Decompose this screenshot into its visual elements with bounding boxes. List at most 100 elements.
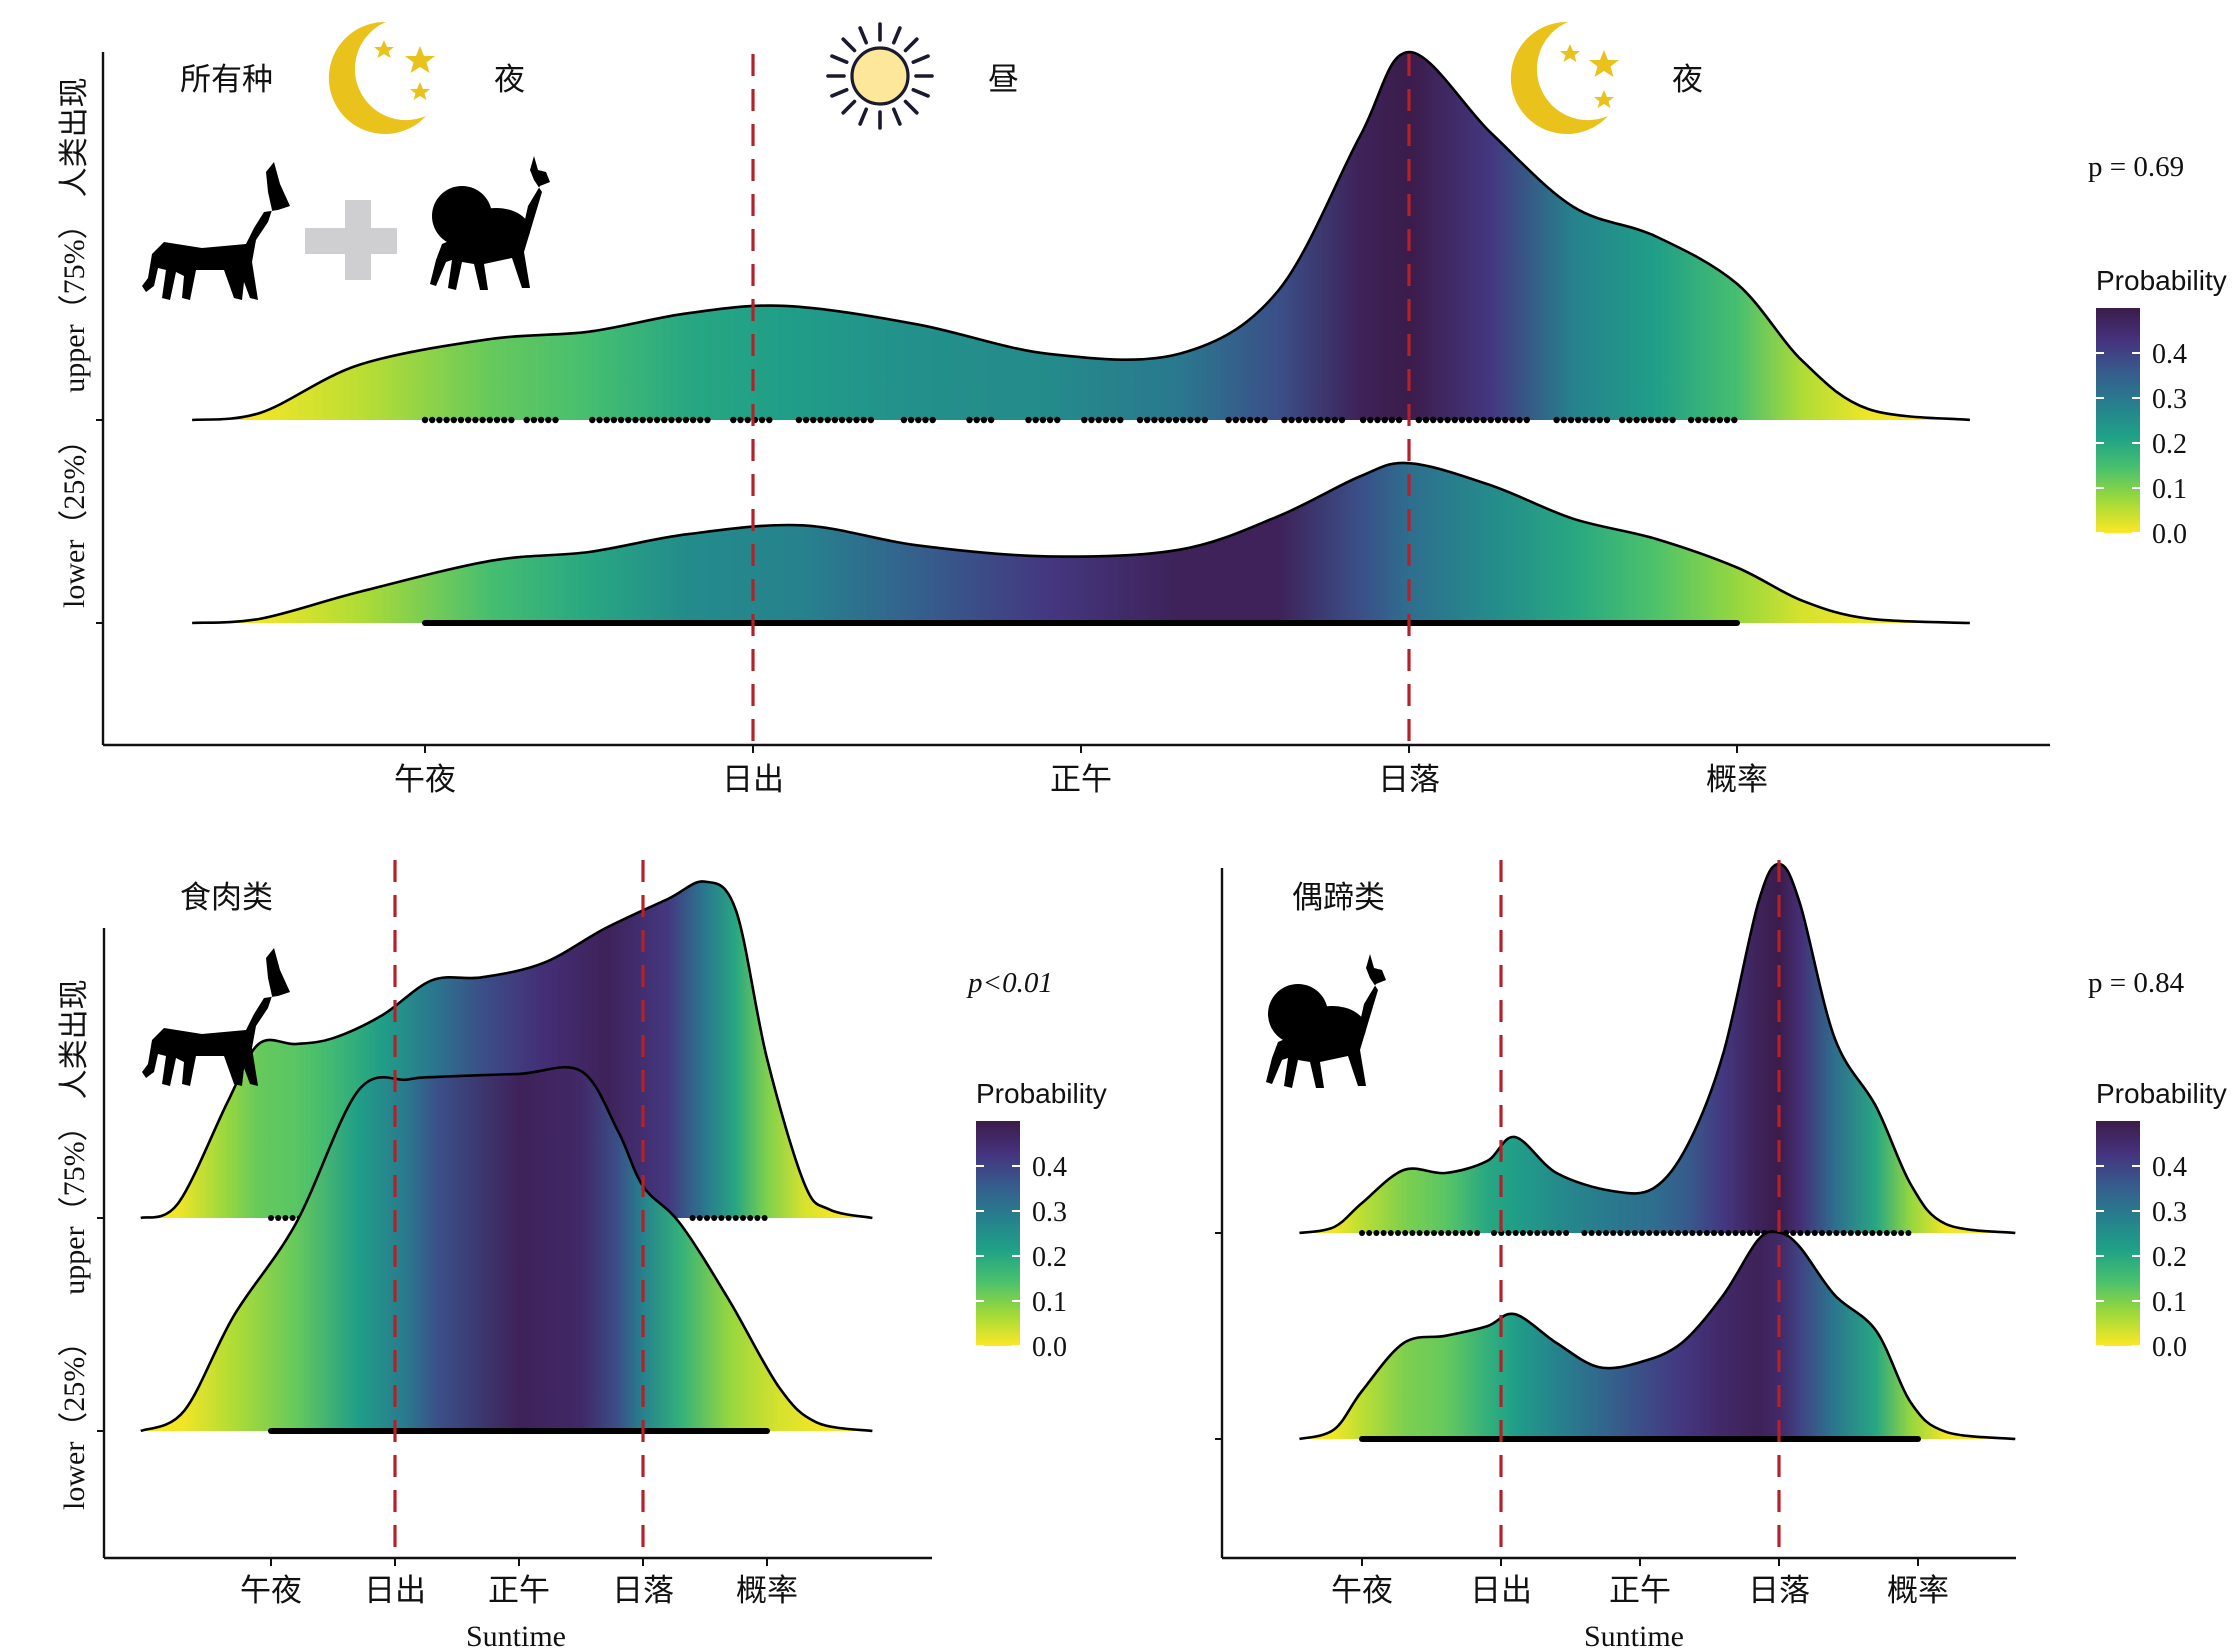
observation-dot: [1553, 416, 1560, 424]
observation-dot: [747, 1215, 754, 1221]
observation-dot: [1596, 416, 1604, 424]
observation-dot: [987, 416, 995, 424]
observation-dot: [479, 416, 486, 424]
observation-dot: [1144, 416, 1151, 424]
x-tick-label: 正午: [488, 1573, 550, 1608]
observation-dot: [758, 416, 766, 424]
observation-dot: [625, 416, 632, 424]
p-value: p = 0.69: [2088, 151, 2184, 183]
observation-dot: [1898, 1230, 1905, 1236]
observation-dot: [689, 1215, 696, 1221]
observation-dot: [443, 416, 450, 424]
moon-stars-icon: [1510, 21, 1619, 134]
ridge-outline: [140, 1065, 873, 1433]
observation-dot: [1675, 1230, 1681, 1236]
x-ticks: 午夜 日出 正午 日落 概率: [394, 745, 1768, 797]
observation-dot: [1689, 1230, 1696, 1236]
observation-dot: [1811, 1230, 1818, 1236]
observation-dot: [486, 416, 493, 424]
observation-dot: [1869, 1230, 1876, 1236]
panel-carnivore: 午夜 日出 正午 日落 概率 lower（25%）upper（75%）人类出现 Sunt…: [58, 860, 1053, 1649]
p-value: p = 0.84: [2088, 967, 2185, 999]
observation-dot: [1422, 416, 1430, 424]
observation-dot: [1619, 416, 1626, 424]
legend-tick-label: 0.3: [1032, 1197, 1067, 1228]
observation-dot: [1660, 1230, 1667, 1236]
observation-dot: [1582, 416, 1589, 424]
observation-dot: [922, 416, 929, 424]
observation-dot: [1232, 416, 1240, 424]
observation-dot: [1527, 1230, 1534, 1236]
observation-dot: [1847, 1230, 1854, 1236]
sun-ray: [892, 107, 902, 126]
observation-dot: [1458, 416, 1466, 424]
observation-dot: [1519, 1230, 1526, 1236]
observation-dot: [1444, 416, 1451, 424]
observation-dot: [639, 416, 646, 424]
observation-dot: [1367, 416, 1374, 424]
observation-dot: [1819, 1230, 1825, 1236]
observation-dot: [501, 416, 508, 424]
observation-dot: [1739, 1230, 1746, 1236]
observation-dot: [523, 416, 530, 424]
legend-probability: Probability 0.0 0.1 0.2 0.3 0.4: [2096, 265, 2227, 550]
x-ticks: 午夜 日出 正午 日落 概率: [1331, 1558, 1949, 1608]
observation-dot: [429, 416, 436, 424]
observation-dot: [1603, 1230, 1609, 1236]
observation-dot: [744, 416, 751, 424]
observation-dot: [1081, 416, 1088, 424]
observation-dot: [915, 416, 922, 424]
sun-ray: [841, 37, 857, 53]
observation-dot: [1905, 1230, 1912, 1236]
legend-colorbar: [2096, 308, 2140, 533]
x-tick-label: 日落: [1378, 762, 1440, 797]
ridge-fill: [1299, 864, 2016, 1233]
observation-dot: [1711, 1230, 1717, 1236]
observation-dot: [675, 416, 682, 424]
legend-probability: Probability 0.0 0.1 0.2 0.3 0.4: [976, 1078, 1107, 1363]
observation-dot: [831, 416, 839, 424]
observation-dot: [1669, 416, 1676, 424]
sun-ray: [911, 54, 930, 64]
observation-dot: [421, 416, 429, 424]
observation-dot: [282, 1215, 289, 1221]
observation-dot: [1833, 1230, 1840, 1236]
observation-dot: [1639, 1230, 1645, 1236]
observation-dot: [1718, 1230, 1725, 1236]
observation-dot: [1891, 1230, 1897, 1236]
x-tick-label: 日落: [1748, 1573, 1810, 1608]
observation-dot: [1388, 416, 1396, 424]
observation-dot: [596, 416, 603, 424]
x-tick-label: 午夜: [394, 762, 456, 797]
legend-tick-label: 0.4: [1032, 1152, 1067, 1183]
observation-dot: [1588, 1230, 1595, 1236]
observation-dot: [1804, 1230, 1811, 1236]
plus-icon: [305, 200, 397, 280]
observation-dot: [1516, 416, 1523, 424]
observation-dot: [980, 416, 988, 424]
observation-dot: [661, 416, 668, 424]
observation-dot: [1136, 416, 1144, 424]
observation-dot: [867, 416, 875, 424]
observation-dot: [1158, 416, 1165, 424]
observation-dot: [838, 416, 846, 424]
observation-dot: [1366, 1230, 1373, 1236]
observation-dot: [1430, 416, 1437, 424]
legend-colorbar: [2096, 1121, 2140, 1346]
sun-ray: [911, 88, 930, 98]
x-tick-label: 日落: [612, 1573, 674, 1608]
observation-dot: [1117, 416, 1124, 424]
observation-dot: [268, 1215, 274, 1221]
observation-dot: [653, 416, 661, 424]
observation-dot: [1624, 1230, 1631, 1236]
observation-dot: [732, 1215, 739, 1221]
observation-dot: [552, 416, 559, 424]
observation-dot: [1194, 416, 1201, 424]
observation-dot: [1702, 416, 1709, 424]
observation-dot: [465, 416, 472, 424]
legend-title: Probability: [2096, 265, 2227, 296]
x-tick-label: 正午: [1050, 762, 1112, 797]
observation-dot: [493, 416, 501, 424]
ridges-group: [191, 50, 1971, 745]
legend-title: Probability: [2096, 1078, 2227, 1109]
